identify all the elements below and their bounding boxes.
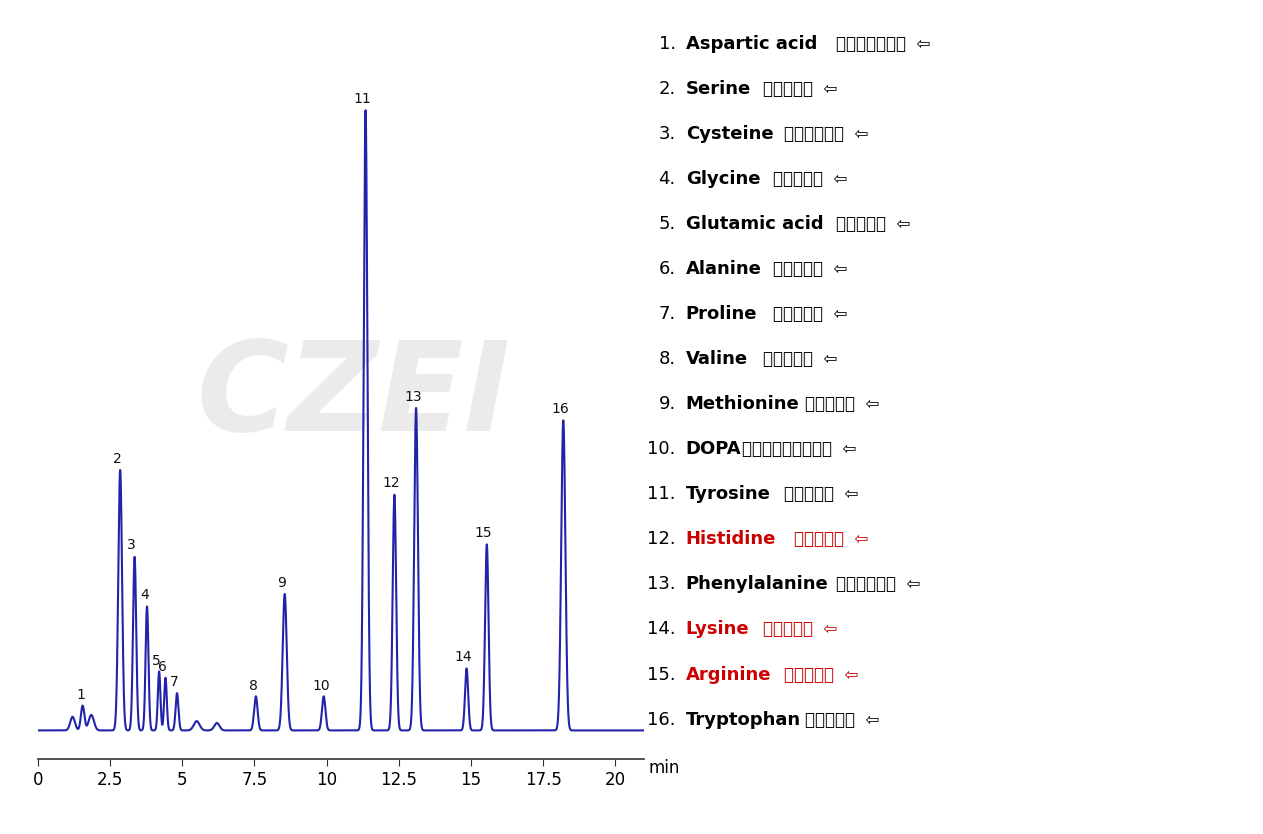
Text: Cysteine: Cysteine — [686, 125, 773, 143]
Text: Aspartic acid: Aspartic acid — [686, 35, 817, 53]
Text: 5: 5 — [152, 654, 160, 668]
Text: 4: 4 — [140, 588, 149, 602]
Text: 12: 12 — [383, 476, 400, 490]
Text: Arginine: Arginine — [686, 666, 772, 684]
Text: 1.: 1. — [658, 35, 676, 53]
Text: 3: 3 — [128, 539, 136, 552]
Text: Tryptophan: Tryptophan — [686, 711, 801, 729]
Text: 4.: 4. — [658, 170, 676, 188]
Text: （苯丙氨酸）  ⇦: （苯丙氨酸） ⇦ — [836, 575, 919, 594]
Text: （组氨酸）  ⇦: （组氨酸） ⇦ — [794, 530, 869, 549]
Text: （精氨酸）  ⇦: （精氨酸） ⇦ — [784, 666, 858, 684]
Text: 15.: 15. — [647, 666, 676, 684]
Text: 7: 7 — [171, 676, 179, 690]
Text: Lysine: Lysine — [686, 620, 749, 639]
Text: Proline: Proline — [686, 305, 758, 324]
Text: 11.: 11. — [647, 485, 676, 504]
Text: min: min — [648, 759, 679, 777]
Text: 7.: 7. — [658, 305, 676, 324]
Text: 1: 1 — [76, 688, 85, 702]
Text: DOPA: DOPA — [686, 440, 741, 459]
Text: （酰氨酸）  ⇦: （酰氨酸） ⇦ — [784, 485, 858, 504]
Text: （谷氨酸）  ⇦: （谷氨酸） ⇦ — [836, 215, 909, 234]
Text: Methionine: Methionine — [686, 395, 799, 414]
Text: 2.: 2. — [658, 80, 676, 98]
Text: （脅氨酸）  ⇦: （脅氨酸） ⇦ — [773, 305, 847, 324]
Text: （赖氨酸）  ⇦: （赖氨酸） ⇦ — [763, 620, 837, 639]
Text: （缬氨酸）  ⇦: （缬氨酸） ⇦ — [763, 350, 837, 369]
Text: 6.: 6. — [658, 260, 676, 279]
Text: （丝胺酸）  ⇦: （丝胺酸） ⇦ — [763, 80, 837, 98]
Text: 15: 15 — [475, 526, 493, 540]
Text: 14: 14 — [455, 650, 472, 664]
Text: 12.: 12. — [647, 530, 676, 549]
Text: 8.: 8. — [658, 350, 676, 369]
Text: （甘氨酸）  ⇦: （甘氨酸） ⇦ — [773, 170, 847, 188]
Text: （半胱胺酸）  ⇦: （半胱胺酸） ⇦ — [784, 125, 868, 143]
Text: 16.: 16. — [647, 711, 676, 729]
Text: 16: 16 — [551, 402, 570, 416]
Text: 11: 11 — [354, 92, 371, 106]
Text: 8: 8 — [249, 679, 258, 692]
Text: 10: 10 — [312, 679, 330, 692]
Text: CZEI: CZEI — [196, 335, 510, 457]
Text: 9.: 9. — [658, 395, 676, 414]
Text: 13.: 13. — [647, 575, 676, 594]
Text: （二羟基苯丙氨酸）  ⇦: （二羟基苯丙氨酸） ⇦ — [743, 440, 856, 459]
Text: 5.: 5. — [658, 215, 676, 234]
Text: （蛋氨酸）  ⇦: （蛋氨酸） ⇦ — [805, 395, 879, 414]
Text: Glycine: Glycine — [686, 170, 760, 188]
Text: （天门冬氨酸）  ⇦: （天门冬氨酸） ⇦ — [836, 35, 930, 53]
Text: 10.: 10. — [648, 440, 676, 459]
Text: Alanine: Alanine — [686, 260, 762, 279]
Text: Tyrosine: Tyrosine — [686, 485, 770, 504]
Text: 2: 2 — [112, 451, 121, 465]
Text: Phenylalanine: Phenylalanine — [686, 575, 829, 594]
Text: Histidine: Histidine — [686, 530, 777, 549]
Text: 13: 13 — [404, 389, 422, 404]
Text: 6: 6 — [158, 660, 167, 674]
Text: Serine: Serine — [686, 80, 751, 98]
Text: （色氨酸）  ⇦: （色氨酸） ⇦ — [805, 711, 879, 729]
Text: 9: 9 — [278, 575, 287, 590]
Text: Valine: Valine — [686, 350, 748, 369]
Text: （丙氨酸）  ⇦: （丙氨酸） ⇦ — [773, 260, 847, 279]
Text: 14.: 14. — [647, 620, 676, 639]
Text: Glutamic acid: Glutamic acid — [686, 215, 823, 234]
Text: 3.: 3. — [658, 125, 676, 143]
